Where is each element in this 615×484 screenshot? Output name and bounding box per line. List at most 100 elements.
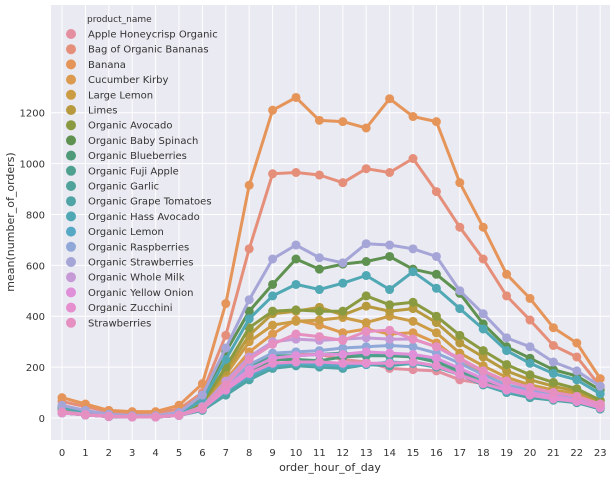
- legend-entry: Organic Garlic: [88, 182, 159, 193]
- legend-entry: Organic Grape Tomatoes: [88, 197, 212, 208]
- legend-entry: Apple Honeycrisp Organic: [88, 30, 218, 41]
- x-tick-label: 2: [106, 448, 112, 459]
- y-tick-label: 0: [39, 414, 45, 425]
- data-point: [478, 379, 488, 389]
- legend-entry: Cucumber Kirby: [88, 75, 168, 86]
- data-point: [244, 368, 254, 378]
- data-point: [244, 306, 254, 316]
- data-point: [291, 329, 301, 339]
- legend-entry: Organic Yellow Onion: [88, 288, 193, 299]
- data-point: [478, 254, 488, 264]
- y-tick-label: 1200: [20, 109, 45, 120]
- data-point: [244, 295, 254, 305]
- data-point: [408, 112, 418, 122]
- legend: product_name Apple Honeycrisp Organic Bag…: [66, 15, 218, 329]
- data-point: [385, 94, 395, 104]
- data-point: [455, 363, 465, 373]
- y-axis-label: mean(number_of_orders): [4, 152, 17, 291]
- legend-marker: [66, 165, 76, 176]
- data-point: [314, 357, 324, 367]
- data-point: [525, 358, 535, 368]
- data-point: [548, 340, 558, 350]
- data-point: [502, 333, 512, 343]
- data-point: [221, 380, 231, 390]
- data-point: [268, 329, 278, 339]
- legend-entry: Bag of Organic Bananas: [88, 45, 209, 56]
- data-point: [431, 251, 441, 261]
- x-tick-label: 16: [430, 448, 443, 459]
- data-point: [478, 222, 488, 232]
- data-point: [408, 244, 418, 254]
- data-point: [455, 370, 465, 380]
- legend-marker: [66, 74, 76, 85]
- data-point: [595, 374, 605, 384]
- data-point: [431, 283, 441, 293]
- legend-marker: [66, 257, 76, 267]
- y-tick-label: 800: [26, 210, 45, 221]
- data-point: [385, 306, 395, 316]
- legend-marker: [66, 44, 76, 55]
- data-point: [431, 117, 441, 127]
- x-tick-label: 13: [360, 448, 373, 459]
- data-point: [408, 304, 418, 314]
- data-point: [361, 318, 371, 328]
- data-point: [361, 164, 371, 174]
- data-point: [314, 253, 324, 263]
- data-point: [268, 254, 278, 264]
- data-point: [525, 293, 535, 303]
- data-point: [314, 332, 324, 342]
- legend-entry: Large Lemon: [88, 90, 153, 101]
- data-point: [408, 267, 418, 277]
- data-point: [314, 170, 324, 180]
- data-point: [525, 382, 535, 392]
- data-point: [361, 239, 371, 249]
- data-point: [502, 291, 512, 301]
- data-point: [525, 342, 535, 352]
- data-point: [408, 316, 418, 326]
- data-point: [478, 352, 488, 362]
- data-point: [385, 251, 395, 261]
- data-point: [268, 169, 278, 179]
- x-tick-label: 17: [453, 448, 466, 459]
- data-point: [431, 361, 441, 371]
- data-point: [548, 368, 558, 378]
- data-point: [361, 347, 371, 357]
- data-point: [338, 258, 348, 268]
- data-point: [572, 375, 582, 385]
- data-point: [455, 353, 465, 363]
- data-point: [548, 357, 558, 367]
- legend-entry: Limes: [88, 106, 117, 117]
- x-tick-label: 15: [407, 448, 420, 459]
- data-point: [478, 346, 488, 356]
- legend-entry: Organic Lemon: [88, 227, 164, 238]
- data-point: [338, 278, 348, 288]
- data-point: [408, 328, 418, 338]
- data-point: [244, 354, 254, 364]
- data-point: [385, 325, 395, 335]
- legend-marker: [66, 29, 76, 39]
- data-point: [57, 400, 67, 410]
- data-point: [268, 279, 278, 289]
- data-point: [361, 291, 371, 301]
- legend-marker: [66, 211, 76, 222]
- x-tick-label: 6: [199, 448, 205, 459]
- data-point: [502, 346, 512, 356]
- data-point: [525, 370, 535, 380]
- data-point: [291, 240, 301, 250]
- legend-entry: Strawberries: [88, 318, 151, 329]
- data-point: [291, 168, 301, 178]
- data-point: [151, 412, 161, 422]
- x-tick-label: 22: [570, 448, 583, 459]
- data-point: [268, 291, 278, 301]
- data-point: [221, 343, 231, 353]
- data-point: [478, 366, 488, 376]
- data-point: [595, 399, 605, 409]
- legend-marker: [66, 135, 76, 146]
- data-point: [385, 240, 395, 250]
- data-point: [408, 365, 418, 375]
- data-point: [572, 366, 582, 376]
- data-point: [80, 410, 90, 420]
- data-point: [268, 339, 278, 349]
